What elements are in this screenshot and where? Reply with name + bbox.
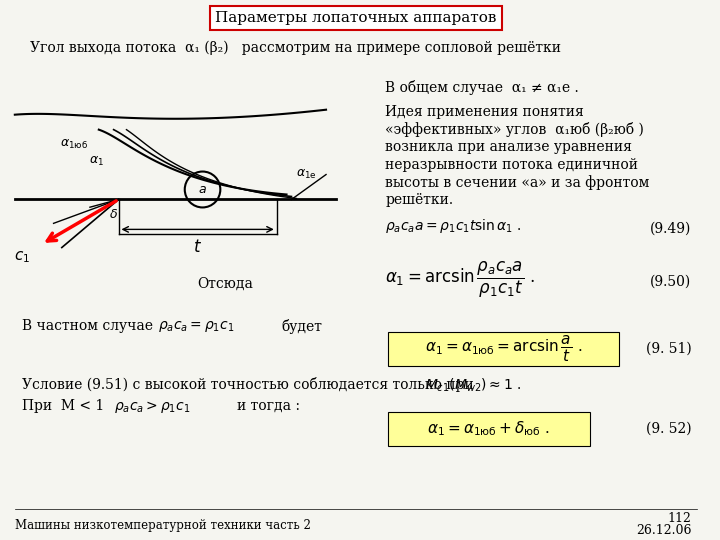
Text: 112: 112	[667, 511, 692, 525]
Text: высоты в сечении «a» и за фронтом: высоты в сечении «a» и за фронтом	[385, 176, 649, 191]
Text: будет: будет	[282, 319, 323, 334]
Text: (9. 52): (9. 52)	[646, 422, 692, 436]
Text: $t$: $t$	[193, 239, 202, 256]
Text: $\rho_a c_a = \rho_1 c_1$: $\rho_a c_a = \rho_1 c_1$	[158, 319, 235, 334]
Text: $\delta$: $\delta$	[109, 208, 118, 221]
Text: решётки.: решётки.	[385, 193, 454, 207]
Text: возникла при анализе уравнения: возникла при анализе уравнения	[385, 140, 632, 153]
Text: (9.49): (9.49)	[650, 221, 692, 235]
Text: (9. 51): (9. 51)	[646, 342, 692, 356]
Text: $\alpha_{1\text{юб}}$: $\alpha_{1\text{юб}}$	[60, 138, 88, 151]
Text: Отсюда: Отсюда	[197, 277, 253, 291]
Text: Машины низкотемпературной техники часть 2: Машины низкотемпературной техники часть …	[15, 518, 311, 531]
Text: Угол выхода потока  α₁ (β₂)   рассмотрим на примере сопловой решётки: Угол выхода потока α₁ (β₂) рассмотрим на…	[30, 40, 561, 55]
Text: В общем случае  α₁ ≠ α₁е .: В общем случае α₁ ≠ α₁е .	[385, 80, 579, 95]
Text: «эффективных» углов  α₁юб (β₂юб ): «эффективных» углов α₁юб (β₂юб )	[385, 122, 644, 137]
FancyBboxPatch shape	[388, 332, 619, 366]
Text: Параметры лопаточных аппаратов: Параметры лопаточных аппаратов	[215, 11, 496, 25]
Text: 26.12.06: 26.12.06	[636, 524, 692, 537]
Text: При  M < 1: При M < 1	[22, 399, 104, 413]
FancyBboxPatch shape	[388, 412, 590, 446]
Text: Идея применения понятия: Идея применения понятия	[385, 105, 584, 119]
Text: $\alpha_1 = \alpha_{1\text{юб}} = \arcsin\dfrac{a}{t}$ .: $\alpha_1 = \alpha_{1\text{юб}} = \arcsi…	[426, 334, 582, 364]
Text: $\alpha_1 = \alpha_{1\text{юб}} + \delta_{\text{юб}}$ .: $\alpha_1 = \alpha_{1\text{юб}} + \delta…	[428, 420, 551, 438]
Text: неразрывности потока единичной: неразрывности потока единичной	[385, 158, 639, 172]
Text: В частном случае: В частном случае	[22, 319, 153, 333]
Text: $a$: $a$	[198, 183, 207, 196]
Text: $\rho_a c_a > \rho_1 c_1$: $\rho_a c_a > \rho_1 c_1$	[114, 399, 190, 415]
Text: и тогда :: и тогда :	[237, 399, 300, 413]
Text: $\alpha_{1\text{е}}$: $\alpha_{1\text{е}}$	[296, 168, 317, 181]
Text: $\rho_a c_a a = \rho_1 c_1 t \sin\alpha_1$ .: $\rho_a c_a a = \rho_1 c_1 t \sin\alpha_…	[385, 218, 522, 235]
Text: $c_1$: $c_1$	[14, 249, 30, 265]
Text: Условие (9.51) с высокой точностью соблюдается только при: Условие (9.51) с высокой точностью соблю…	[22, 377, 474, 392]
Text: $\alpha_1 = \arcsin\dfrac{\rho_a c_a a}{\rho_1 c_1 t}$ .: $\alpha_1 = \arcsin\dfrac{\rho_a c_a a}{…	[385, 259, 536, 300]
Text: $\alpha_1$: $\alpha_1$	[89, 155, 104, 168]
Text: (9.50): (9.50)	[650, 274, 692, 288]
Text: $M_{c1}(M_{w2}) \approx 1$ .: $M_{c1}(M_{w2}) \approx 1$ .	[425, 377, 521, 394]
